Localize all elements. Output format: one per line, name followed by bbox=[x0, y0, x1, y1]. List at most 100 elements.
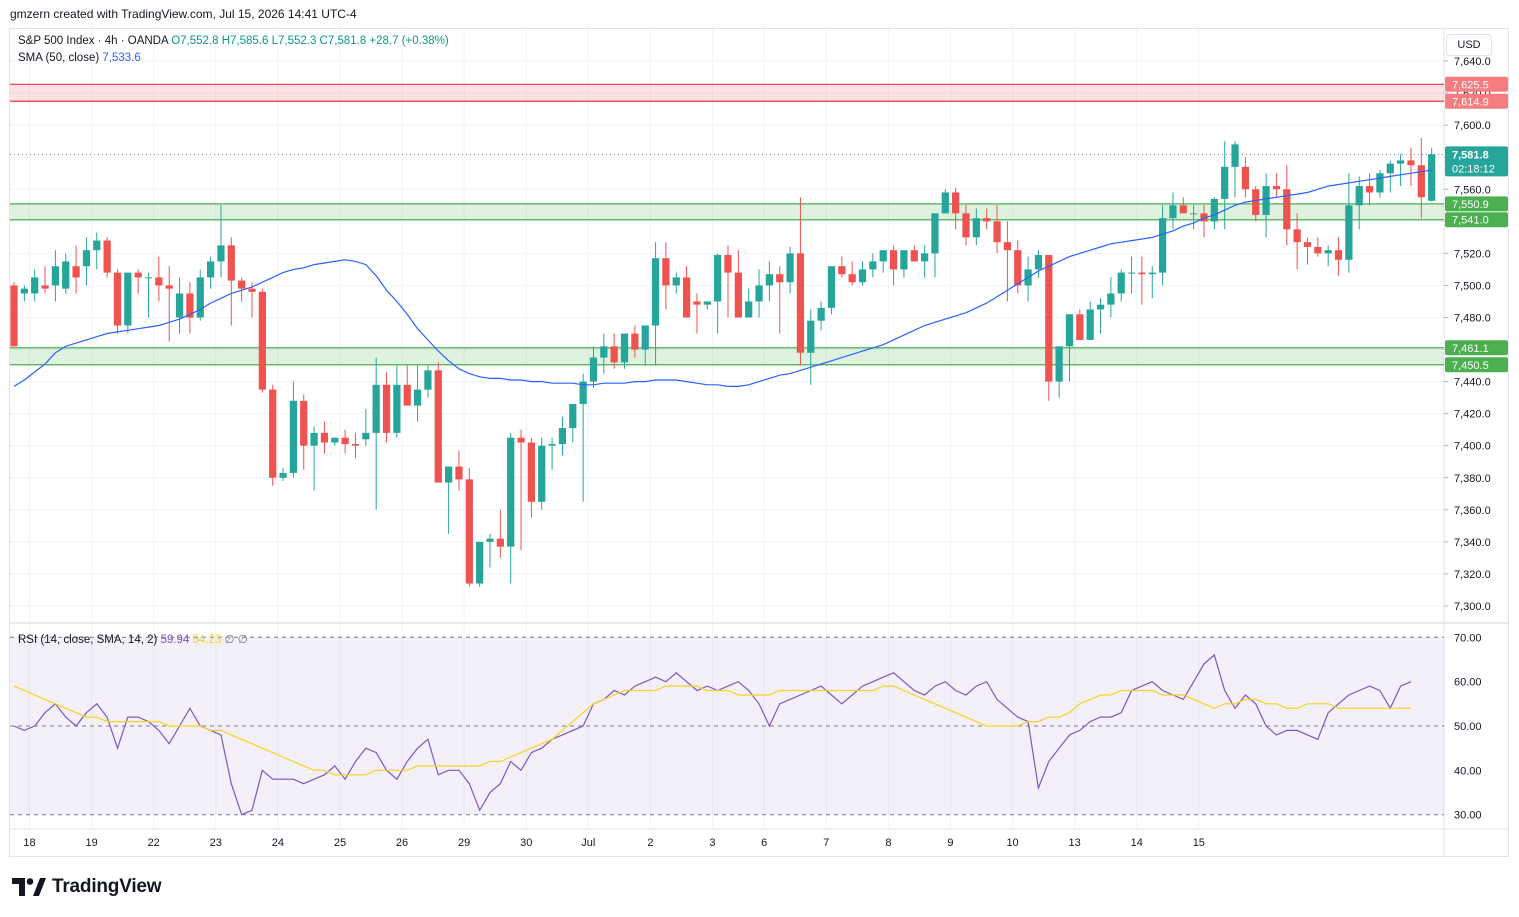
candle-body bbox=[1241, 166, 1250, 190]
candle-body bbox=[807, 320, 815, 353]
candle-body bbox=[248, 288, 256, 292]
candle-body bbox=[403, 384, 411, 406]
candle-body bbox=[620, 333, 629, 363]
candle-body bbox=[1045, 254, 1053, 382]
price-axis-label: 7,340.0 bbox=[1454, 537, 1491, 549]
candle-body bbox=[310, 432, 318, 446]
countdown-tag: 02:18:12 bbox=[1452, 163, 1495, 175]
candle-body bbox=[1407, 160, 1415, 166]
green-zone2-top-tag-bg bbox=[1445, 340, 1508, 356]
rsi-axis-label: 30.00 bbox=[1454, 810, 1482, 822]
candle-body bbox=[1148, 272, 1156, 275]
time-axis-label: 30 bbox=[520, 837, 532, 849]
time-axis-label: 9 bbox=[947, 837, 953, 849]
time-axis-label: 2 bbox=[647, 837, 653, 849]
candle-body bbox=[662, 258, 670, 286]
candle-body bbox=[724, 254, 732, 273]
candle-body bbox=[1262, 186, 1270, 215]
time-axis-label: 6 bbox=[761, 837, 767, 849]
zone-band bbox=[10, 203, 1444, 220]
candle-body bbox=[341, 437, 349, 445]
candle-body bbox=[1355, 186, 1363, 206]
sma-legend[interactable]: SMA (50, close) 7,533.6 bbox=[18, 52, 141, 64]
candle-body bbox=[1303, 242, 1312, 247]
candle-body bbox=[1293, 229, 1301, 243]
candle-body bbox=[155, 277, 163, 286]
rsi-label: RSI (14, close, SMA, 14, 2) bbox=[18, 634, 158, 646]
candle-body bbox=[569, 404, 577, 429]
candle-body bbox=[693, 301, 701, 305]
main-legend: S&P 500 Index · 4h · OANDA O7,552.8 H7,5… bbox=[18, 35, 449, 47]
candle-body bbox=[496, 538, 504, 547]
rsi-sma-line bbox=[13, 685, 1411, 776]
time-axis-label: 19 bbox=[85, 837, 97, 849]
candle-body bbox=[444, 466, 453, 483]
candle-body bbox=[51, 266, 60, 286]
price-axis-label: 7,320.0 bbox=[1454, 569, 1491, 581]
price-axis-label: 7,560.0 bbox=[1454, 184, 1491, 196]
last-price-tag-bg bbox=[1445, 146, 1508, 177]
candle-body bbox=[41, 285, 49, 289]
green-zone-top-tag-bg bbox=[1445, 196, 1508, 212]
currency-selector[interactable]: USD bbox=[1446, 34, 1492, 56]
candle-body bbox=[196, 277, 204, 318]
candle-body bbox=[413, 389, 422, 406]
rsi-legend[interactable]: RSI (14, close, SMA, 14, 2) 59.94 54.23 … bbox=[18, 632, 248, 646]
candle-body bbox=[796, 253, 805, 353]
candle-body bbox=[1055, 346, 1063, 382]
red-zone-top-tag-bg bbox=[1445, 76, 1508, 92]
candle-body bbox=[1428, 154, 1436, 201]
price-axis-label: 7,420.0 bbox=[1454, 409, 1491, 421]
candle-body bbox=[93, 240, 101, 251]
candle-body bbox=[817, 307, 825, 321]
candle-body bbox=[1034, 254, 1043, 270]
candle-body bbox=[703, 301, 711, 305]
price-axis-label: 7,480.0 bbox=[1454, 312, 1491, 324]
time-axis-label: 24 bbox=[272, 837, 284, 849]
candle-body bbox=[175, 293, 184, 318]
candle-body bbox=[972, 218, 980, 238]
candle-body bbox=[548, 444, 556, 446]
candle-body bbox=[320, 432, 329, 443]
candle-body bbox=[1065, 314, 1074, 347]
candle-body bbox=[206, 261, 215, 278]
price-axis-label: 7,380.0 bbox=[1454, 473, 1491, 485]
zone-band bbox=[10, 84, 1444, 102]
candle-body bbox=[745, 301, 753, 318]
candle-body bbox=[879, 250, 887, 262]
candle-body bbox=[134, 272, 142, 278]
candle-body bbox=[1076, 314, 1084, 340]
candle-body bbox=[579, 381, 587, 405]
candle-body bbox=[217, 245, 225, 262]
green-zone2-top-tag: 7,461.1 bbox=[1452, 343, 1489, 355]
candle-body bbox=[538, 445, 546, 502]
candle-body bbox=[1221, 166, 1229, 199]
candle-body bbox=[476, 541, 484, 584]
candle-body bbox=[858, 269, 867, 283]
sma-label: SMA (50, close) bbox=[18, 52, 100, 64]
time-axis-label: Jul bbox=[581, 837, 595, 849]
candle-body bbox=[1169, 205, 1177, 219]
candle-body bbox=[455, 466, 463, 480]
time-axis-label: 13 bbox=[1069, 837, 1081, 849]
candle-body bbox=[10, 285, 18, 347]
rsi-axis-label: 40.00 bbox=[1454, 765, 1482, 777]
time-axis-label: 3 bbox=[709, 837, 715, 849]
candle-body bbox=[1003, 242, 1012, 251]
candle-body bbox=[238, 280, 246, 289]
time-axis-label: 22 bbox=[148, 837, 160, 849]
price-axis-label: 7,640.0 bbox=[1454, 56, 1491, 68]
candle-body bbox=[1190, 213, 1198, 215]
candle-body bbox=[31, 277, 39, 294]
rsi-value: 59.94 bbox=[160, 634, 190, 646]
price-axis-label: 7,440.0 bbox=[1454, 377, 1491, 389]
candle-body bbox=[993, 221, 1001, 243]
candle-body bbox=[1086, 309, 1094, 340]
candle-body bbox=[124, 272, 132, 326]
candle-body bbox=[82, 250, 91, 267]
credit-line: gmzern created with TradingView.com, Jul… bbox=[10, 7, 357, 21]
candle-body bbox=[424, 370, 432, 390]
candle-body bbox=[279, 472, 287, 478]
red-zone-bottom-tag: 7,614.9 bbox=[1452, 96, 1489, 108]
